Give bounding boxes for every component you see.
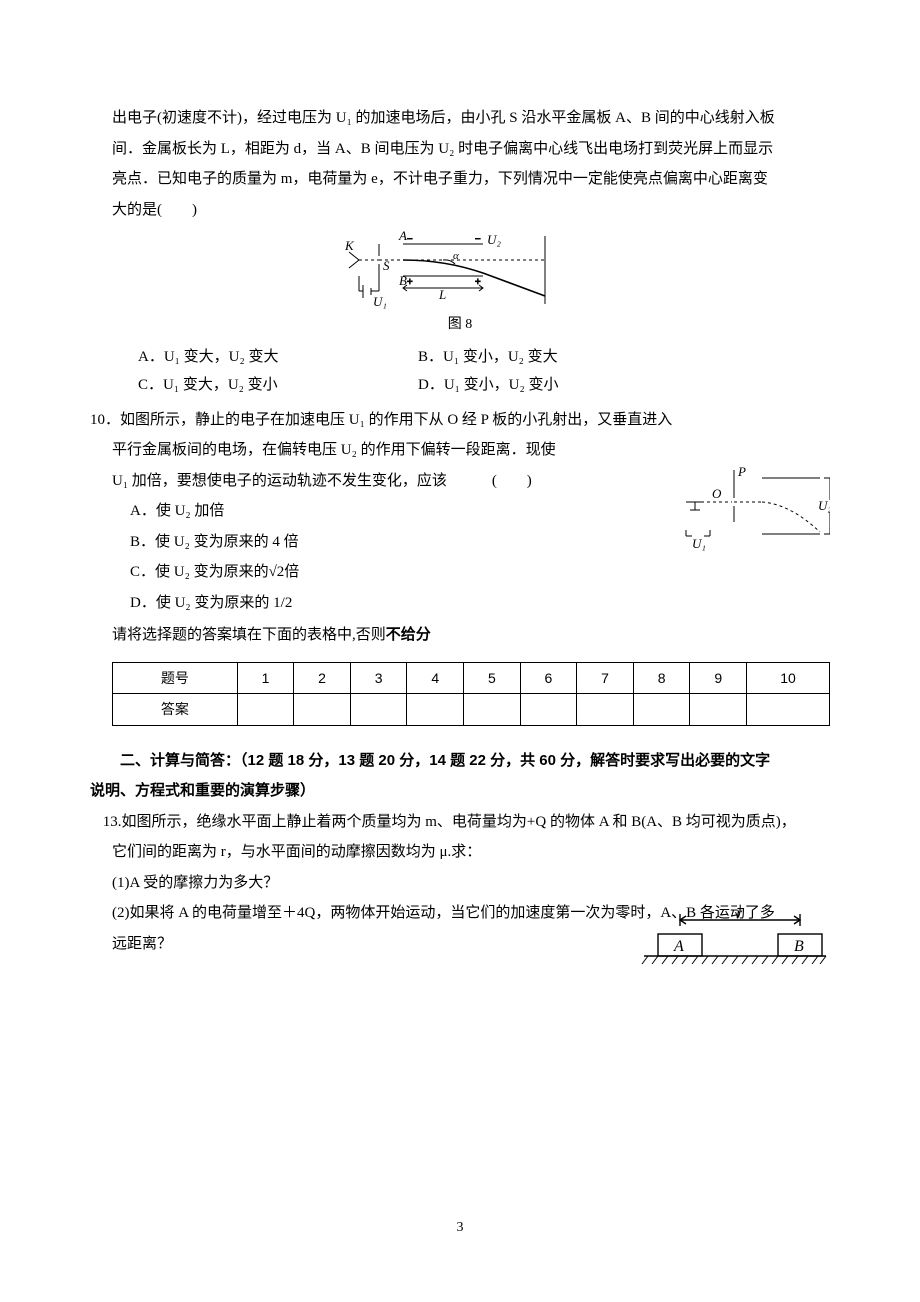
fig10-label-U2: U₂	[818, 498, 830, 513]
answer-cell-5[interactable]	[464, 694, 521, 726]
fig13-label-B: B	[794, 938, 804, 955]
q10-block: 10．如图所示，静止的电子在加速电压 U₁ 的作用下从 O 经 P 板的小孔射出…	[90, 406, 830, 618]
q9-option-C: C．U₁ 变大，U₂ 变小	[138, 371, 418, 400]
fig13-svg: A B r	[640, 908, 830, 968]
page: 出电子(初速度不计)，经过电压为 U₁ 的加速电场后，由小孔 S 沿水平金属板 …	[0, 0, 920, 1302]
fig8-label-L: L	[438, 287, 446, 302]
q13-number: 13.	[90, 808, 122, 837]
answer-th-6: 6	[520, 662, 577, 694]
answer-note: 请将选择题的答案填在下面的表格中,否则不给分	[112, 621, 830, 650]
fig8-label-S: S	[383, 258, 390, 273]
fig8-label-U1: U₁	[373, 294, 387, 309]
table-row: 题号 1 2 3 4 5 6 7 8 9 10	[113, 662, 830, 694]
svg-text:+: +	[407, 277, 413, 288]
page-number: 3	[0, 1215, 920, 1242]
fig13-label-r: r	[736, 908, 743, 922]
q9-line4: 大的是( )	[112, 196, 830, 225]
answer-th-4: 4	[407, 662, 464, 694]
figure-8: − − + + A B K S	[90, 230, 830, 339]
table-row: 答案	[113, 694, 830, 726]
fig10-svg: O P U₁ U₂	[670, 462, 830, 562]
fig8-label-K: K	[345, 238, 355, 253]
q13-part1: (1)A 受的摩擦力为多大？	[112, 869, 830, 898]
answer-cell-4[interactable]	[407, 694, 464, 726]
answer-cell-10[interactable]	[747, 694, 830, 726]
q9-option-A: A．U₁ 变大，U₂ 变大	[138, 343, 418, 372]
answer-th-8: 8	[633, 662, 690, 694]
fig8-label-alpha: α	[453, 250, 459, 262]
q10-option-D: D．使 U₂ 变为原来的 1/2	[130, 589, 830, 618]
fig10-label-P: P	[737, 464, 746, 479]
q13-line1: 13.如图所示，绝缘水平面上静止着两个质量均为 m、电荷量均为+Q 的物体 A …	[90, 808, 830, 837]
q10-option-C: C．使 U₂ 变为原来的√2倍	[130, 558, 830, 587]
fig8-label-U2: U₂	[487, 232, 501, 247]
answer-th-1: 1	[237, 662, 294, 694]
answer-cell-8[interactable]	[633, 694, 690, 726]
answer-th-0: 题号	[113, 662, 238, 694]
answer-cell-7[interactable]	[577, 694, 634, 726]
answer-th-5: 5	[464, 662, 521, 694]
answer-table: 题号 1 2 3 4 5 6 7 8 9 10 答案	[112, 662, 830, 726]
q9-option-B: B．U₁ 变小，U₂ 变大	[418, 343, 698, 372]
svg-text:−: −	[475, 234, 481, 245]
answer-row-label: 答案	[113, 694, 238, 726]
q9-option-D: D．U₁ 变小，U₂ 变小	[418, 371, 698, 400]
fig13-label-A: A	[673, 938, 684, 955]
q9-options-row1: A．U₁ 变大，U₂ 变大 B．U₁ 变小，U₂ 变大	[138, 343, 830, 372]
answer-cell-3[interactable]	[350, 694, 407, 726]
fig8-svg: − − + + A B K S	[345, 230, 575, 310]
answer-th-3: 3	[350, 662, 407, 694]
fig8-label-A: A	[398, 230, 407, 243]
fig10-label-O: O	[712, 486, 722, 501]
section-2-heading: 二、计算与简答：（12 题 18 分，13 题 20 分，14 题 22 分，共…	[90, 746, 830, 806]
q13-line2: 它们间的距离为 r，与水平面间的动摩擦因数均为 μ.求：	[112, 838, 830, 867]
answer-th-7: 7	[577, 662, 634, 694]
q9-line2: 间．金属板长为 L，相距为 d，当 A、B 间电压为 U₂ 时电子偏离中心线飞出…	[112, 135, 830, 164]
answer-cell-1[interactable]	[237, 694, 294, 726]
q10-line2: 平行金属板间的电场，在偏转电压 U₂ 的作用下偏转一段距离．现使	[112, 436, 830, 465]
fig10-label-U1: U₁	[692, 536, 706, 551]
q9-options-row2: C．U₁ 变大，U₂ 变小 D．U₁ 变小，U₂ 变小	[138, 371, 830, 400]
q9-line3: 亮点．已知电子的质量为 m，电荷量为 e，不计电子重力，下列情况中一定能使亮点偏…	[112, 165, 830, 194]
answer-cell-2[interactable]	[294, 694, 351, 726]
fig8-label-B: B	[399, 273, 407, 288]
answer-th-10: 10	[747, 662, 830, 694]
q13-block: 13.如图所示，绝缘水平面上静止着两个质量均为 m、电荷量均为+Q 的物体 A …	[90, 808, 830, 959]
figure-q13: A B r	[640, 908, 830, 968]
answer-cell-9[interactable]	[690, 694, 747, 726]
answer-th-9: 9	[690, 662, 747, 694]
q9-line1: 出电子(初速度不计)，经过电压为 U₁ 的加速电场后，由小孔 S 沿水平金属板 …	[112, 104, 830, 133]
answer-cell-6[interactable]	[520, 694, 577, 726]
q10-number: 10．	[90, 412, 120, 428]
q10-line1: 10．如图所示，静止的电子在加速电压 U₁ 的作用下从 O 经 P 板的小孔射出…	[90, 406, 830, 435]
fig8-caption: 图 8	[90, 312, 830, 339]
svg-text:−: −	[407, 234, 413, 245]
answer-th-2: 2	[294, 662, 351, 694]
figure-q10: O P U₁ U₂	[670, 462, 830, 562]
